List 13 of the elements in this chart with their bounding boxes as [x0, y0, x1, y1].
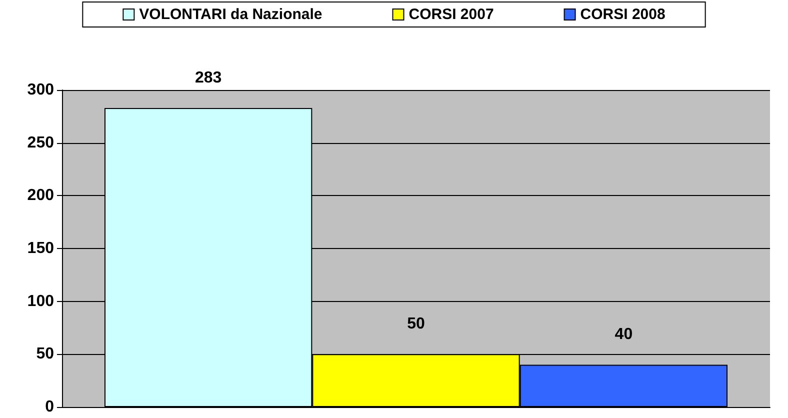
legend-label: CORSI 2008 [580, 6, 666, 23]
y-tick-label: 0 [45, 398, 54, 416]
y-tick-label: 100 [27, 292, 54, 310]
data-label: 50 [407, 316, 425, 333]
y-tick-label: 50 [36, 346, 54, 363]
y-tick-label: 200 [27, 187, 54, 204]
data-label: 40 [614, 326, 633, 344]
data-label: 283 [194, 69, 222, 86]
y-tick-label: 150 [27, 240, 54, 257]
legend-label: VOLONTARI da Nazionale [139, 6, 322, 23]
y-tick-label: 250 [27, 134, 54, 152]
y-tick-label: 300 [27, 82, 54, 98]
legend-label: CORSI 2007 [408, 6, 494, 23]
